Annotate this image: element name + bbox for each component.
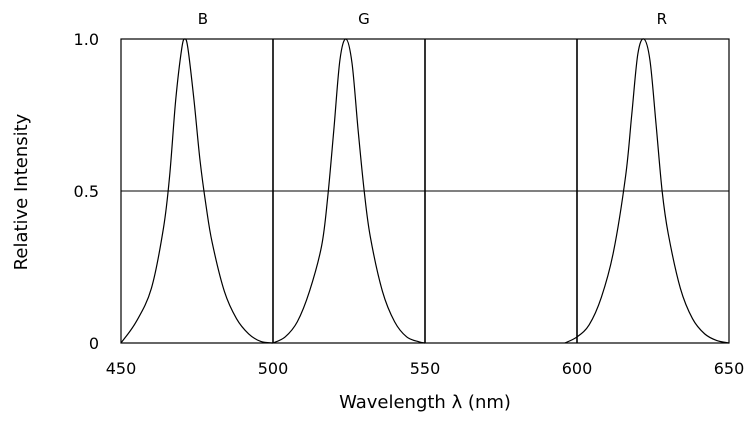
- peak-label-b: B: [198, 10, 208, 28]
- series-line-b: [120, 38, 274, 344]
- grid-layer: [120, 38, 730, 344]
- y-axis-title: Relative Intensity: [11, 113, 32, 270]
- x-tick-label: 650: [714, 359, 744, 378]
- series-line-r: [564, 38, 730, 344]
- y-tick-label: 0: [89, 334, 99, 353]
- y-tick-label: 0.5: [74, 182, 99, 201]
- label-layer: 450 500 550 600 650 0 0.5 1.0 B G R: [74, 10, 744, 378]
- x-axis-title: Wavelength λ (nm): [339, 392, 511, 413]
- x-tick-label: 550: [410, 359, 441, 378]
- series-layer: [120, 38, 730, 344]
- peak-label-g: G: [358, 10, 370, 28]
- peak-label-r: R: [657, 10, 667, 28]
- y-tick-label: 1.0: [74, 30, 99, 49]
- x-tick-label: 600: [562, 359, 593, 378]
- x-tick-label: 450: [106, 359, 137, 378]
- series-line-g: [272, 38, 426, 344]
- x-tick-label: 500: [258, 359, 289, 378]
